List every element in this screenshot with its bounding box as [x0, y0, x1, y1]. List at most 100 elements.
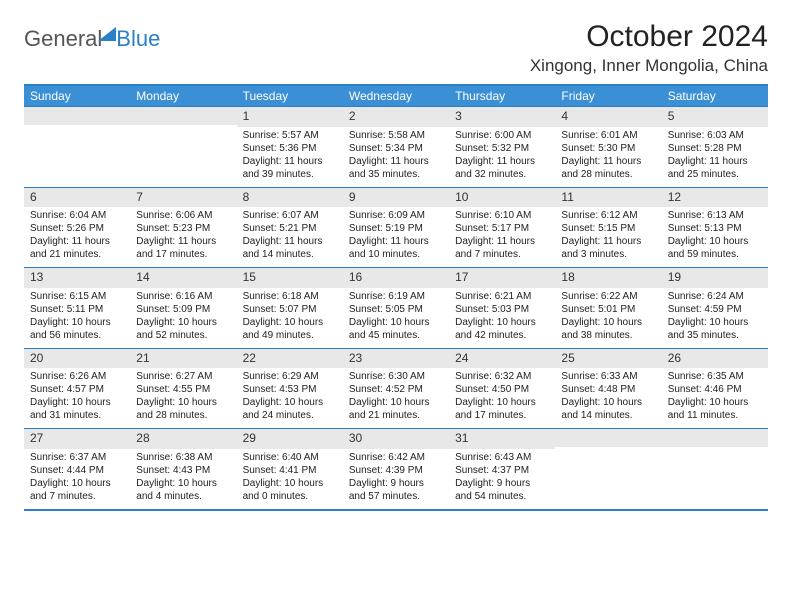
day-number: 16 — [343, 268, 449, 288]
sunrise-line: Sunrise: 6:03 AM — [668, 129, 762, 142]
day-cell: 22Sunrise: 6:29 AMSunset: 4:53 PMDayligh… — [237, 348, 343, 429]
daylight-line: Daylight: 11 hours and 7 minutes. — [455, 235, 549, 261]
sunset-line: Sunset: 5:03 PM — [455, 303, 549, 316]
week-row: 27Sunrise: 6:37 AMSunset: 4:44 PMDayligh… — [24, 429, 768, 510]
sunrise-line: Sunrise: 6:35 AM — [668, 370, 762, 383]
day-cell: 13Sunrise: 6:15 AMSunset: 5:11 PMDayligh… — [24, 268, 130, 349]
sunset-line: Sunset: 5:15 PM — [561, 222, 655, 235]
sunset-line: Sunset: 4:52 PM — [349, 383, 443, 396]
day-details: Sunrise: 6:18 AMSunset: 5:07 PMDaylight:… — [237, 288, 343, 348]
day-number: 19 — [662, 268, 768, 288]
sunrise-line: Sunrise: 6:37 AM — [30, 451, 124, 464]
sunrise-line: Sunrise: 6:19 AM — [349, 290, 443, 303]
sunrise-line: Sunrise: 6:26 AM — [30, 370, 124, 383]
day-details: Sunrise: 6:15 AMSunset: 5:11 PMDaylight:… — [24, 288, 130, 348]
day-cell: 14Sunrise: 6:16 AMSunset: 5:09 PMDayligh… — [130, 268, 236, 349]
sunset-line: Sunset: 5:32 PM — [455, 142, 549, 155]
sunset-line: Sunset: 5:28 PM — [668, 142, 762, 155]
day-cell: 28Sunrise: 6:38 AMSunset: 4:43 PMDayligh… — [130, 429, 236, 510]
sunrise-line: Sunrise: 6:09 AM — [349, 209, 443, 222]
day-number: 15 — [237, 268, 343, 288]
daylight-line: Daylight: 11 hours and 35 minutes. — [349, 155, 443, 181]
sunset-line: Sunset: 5:07 PM — [243, 303, 337, 316]
daylight-line: Daylight: 11 hours and 21 minutes. — [30, 235, 124, 261]
day-number: 9 — [343, 188, 449, 208]
sunrise-line: Sunrise: 6:13 AM — [668, 209, 762, 222]
day-number: 6 — [24, 188, 130, 208]
sunrise-line: Sunrise: 6:30 AM — [349, 370, 443, 383]
day-details: Sunrise: 6:03 AMSunset: 5:28 PMDaylight:… — [662, 127, 768, 187]
sunrise-line: Sunrise: 6:06 AM — [136, 209, 230, 222]
sunrise-line: Sunrise: 6:29 AM — [243, 370, 337, 383]
daylight-line: Daylight: 10 hours and 7 minutes. — [30, 477, 124, 503]
daylight-line: Daylight: 11 hours and 28 minutes. — [561, 155, 655, 181]
daylight-line: Daylight: 11 hours and 3 minutes. — [561, 235, 655, 261]
daylight-line: Daylight: 10 hours and 56 minutes. — [30, 316, 124, 342]
day-details: Sunrise: 6:37 AMSunset: 4:44 PMDaylight:… — [24, 449, 130, 509]
day-number: 1 — [237, 107, 343, 127]
day-details: Sunrise: 6:09 AMSunset: 5:19 PMDaylight:… — [343, 207, 449, 267]
day-number: 11 — [555, 188, 661, 208]
daylight-line: Daylight: 10 hours and 28 minutes. — [136, 396, 230, 422]
calendar-table: Sunday Monday Tuesday Wednesday Thursday… — [24, 84, 768, 511]
day-cell: 5Sunrise: 6:03 AMSunset: 5:28 PMDaylight… — [662, 107, 768, 188]
day-details: Sunrise: 6:35 AMSunset: 4:46 PMDaylight:… — [662, 368, 768, 428]
day-number: 21 — [130, 349, 236, 369]
day-cell: 16Sunrise: 6:19 AMSunset: 5:05 PMDayligh… — [343, 268, 449, 349]
day-number: 26 — [662, 349, 768, 369]
day-number: 3 — [449, 107, 555, 127]
logo-triangle-icon — [98, 27, 116, 41]
sunset-line: Sunset: 5:34 PM — [349, 142, 443, 155]
day-number: 13 — [24, 268, 130, 288]
sunrise-line: Sunrise: 6:01 AM — [561, 129, 655, 142]
daylight-line: Daylight: 10 hours and 4 minutes. — [136, 477, 230, 503]
sunset-line: Sunset: 5:11 PM — [30, 303, 124, 316]
daylight-line: Daylight: 10 hours and 0 minutes. — [243, 477, 337, 503]
sunset-line: Sunset: 4:41 PM — [243, 464, 337, 477]
empty-day-band — [24, 107, 130, 125]
sunset-line: Sunset: 5:19 PM — [349, 222, 443, 235]
daylight-line: Daylight: 10 hours and 45 minutes. — [349, 316, 443, 342]
day-details: Sunrise: 5:57 AMSunset: 5:36 PMDaylight:… — [237, 127, 343, 187]
day-number: 25 — [555, 349, 661, 369]
sunset-line: Sunset: 5:01 PM — [561, 303, 655, 316]
daylight-line: Daylight: 11 hours and 39 minutes. — [243, 155, 337, 181]
day-details: Sunrise: 6:30 AMSunset: 4:52 PMDaylight:… — [343, 368, 449, 428]
day-number: 14 — [130, 268, 236, 288]
day-cell: 19Sunrise: 6:24 AMSunset: 4:59 PMDayligh… — [662, 268, 768, 349]
header-friday: Friday — [555, 85, 661, 107]
sunrise-line: Sunrise: 6:16 AM — [136, 290, 230, 303]
day-cell: 20Sunrise: 6:26 AMSunset: 4:57 PMDayligh… — [24, 348, 130, 429]
weekday-header-row: Sunday Monday Tuesday Wednesday Thursday… — [24, 85, 768, 107]
sunrise-line: Sunrise: 6:15 AM — [30, 290, 124, 303]
day-cell: 31Sunrise: 6:43 AMSunset: 4:37 PMDayligh… — [449, 429, 555, 510]
day-details: Sunrise: 6:29 AMSunset: 4:53 PMDaylight:… — [237, 368, 343, 428]
day-number: 12 — [662, 188, 768, 208]
month-title: October 2024 — [530, 20, 768, 54]
sunset-line: Sunset: 5:23 PM — [136, 222, 230, 235]
daylight-line: Daylight: 10 hours and 31 minutes. — [30, 396, 124, 422]
daylight-line: Daylight: 10 hours and 21 minutes. — [349, 396, 443, 422]
day-cell: 21Sunrise: 6:27 AMSunset: 4:55 PMDayligh… — [130, 348, 236, 429]
day-details: Sunrise: 6:43 AMSunset: 4:37 PMDaylight:… — [449, 449, 555, 509]
day-cell: 15Sunrise: 6:18 AMSunset: 5:07 PMDayligh… — [237, 268, 343, 349]
daylight-line: Daylight: 11 hours and 32 minutes. — [455, 155, 549, 181]
day-cell: 26Sunrise: 6:35 AMSunset: 4:46 PMDayligh… — [662, 348, 768, 429]
day-details: Sunrise: 6:32 AMSunset: 4:50 PMDaylight:… — [449, 368, 555, 428]
sunset-line: Sunset: 4:46 PM — [668, 383, 762, 396]
day-details: Sunrise: 6:04 AMSunset: 5:26 PMDaylight:… — [24, 207, 130, 267]
day-cell: 8Sunrise: 6:07 AMSunset: 5:21 PMDaylight… — [237, 187, 343, 268]
day-cell: 11Sunrise: 6:12 AMSunset: 5:15 PMDayligh… — [555, 187, 661, 268]
sunrise-line: Sunrise: 6:22 AM — [561, 290, 655, 303]
daylight-line: Daylight: 10 hours and 35 minutes. — [668, 316, 762, 342]
logo-text-blue: Blue — [116, 26, 160, 52]
day-details: Sunrise: 5:58 AMSunset: 5:34 PMDaylight:… — [343, 127, 449, 187]
sunset-line: Sunset: 4:55 PM — [136, 383, 230, 396]
sunset-line: Sunset: 4:37 PM — [455, 464, 549, 477]
logo-text-general: General — [24, 26, 102, 52]
day-details: Sunrise: 6:33 AMSunset: 4:48 PMDaylight:… — [555, 368, 661, 428]
sunrise-line: Sunrise: 6:21 AM — [455, 290, 549, 303]
day-number: 4 — [555, 107, 661, 127]
day-details: Sunrise: 6:01 AMSunset: 5:30 PMDaylight:… — [555, 127, 661, 187]
day-details: Sunrise: 6:24 AMSunset: 4:59 PMDaylight:… — [662, 288, 768, 348]
